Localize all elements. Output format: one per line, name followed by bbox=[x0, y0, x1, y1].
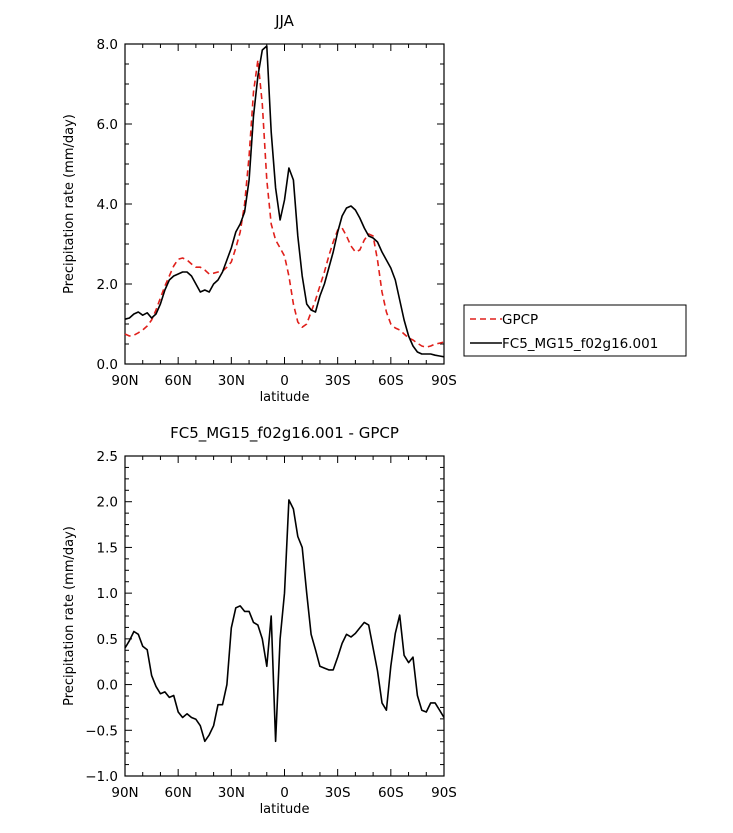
x-tick-label: 90S bbox=[431, 373, 457, 389]
y-tick-label: 2.0 bbox=[97, 277, 118, 293]
x-tick-label: 30S bbox=[325, 785, 351, 801]
y-tick-label: 1.0 bbox=[97, 586, 118, 602]
x-axis-label: latitude bbox=[260, 390, 310, 405]
chart-title: FC5_MG15_f02g16.001 - GPCP bbox=[170, 424, 399, 443]
y-tick-label: −1.0 bbox=[85, 769, 118, 785]
y-tick-label: 4.0 bbox=[97, 197, 118, 213]
x-tick-label: 60N bbox=[165, 785, 192, 801]
legend-entry-label: GPCP bbox=[502, 312, 538, 328]
y-tick-label: 6.0 bbox=[97, 117, 118, 133]
y-tick-label: 2.0 bbox=[97, 495, 118, 511]
legend-entry-label: FC5_MG15_f02g16.001 bbox=[502, 336, 658, 352]
x-tick-label: 30N bbox=[218, 785, 245, 801]
x-tick-label: 90N bbox=[111, 373, 138, 389]
plot-frame bbox=[124, 43, 445, 365]
legend-box bbox=[463, 304, 687, 357]
y-tick-label: 8.0 bbox=[97, 37, 118, 53]
x-tick-label: 90N bbox=[111, 785, 138, 801]
legend: GPCP FC5_MG15_f02g16.001 bbox=[463, 304, 687, 357]
chart-title: JJA bbox=[274, 12, 295, 30]
x-tick-label: 60S bbox=[378, 373, 404, 389]
y-tick-label: 0.0 bbox=[97, 678, 118, 694]
chart-top: JJA 90N 60N 30N 0 30S 60S 90S 0.0 2.0 4.0 6.0 8.0 lat… bbox=[62, 12, 687, 405]
y-tick-label: 0.0 bbox=[97, 357, 118, 373]
y-tick-label: 1.5 bbox=[97, 540, 118, 556]
y-axis-label: Precipitation rate (mm/day) bbox=[62, 114, 77, 294]
chart-bottom: FC5_MG15_f02g16.001 - GPCP 90N 60N 30N 0 30S 6… bbox=[62, 424, 457, 817]
x-tick-label: 60S bbox=[378, 785, 404, 801]
plot-frame bbox=[124, 455, 445, 777]
y-tick-label: 2.5 bbox=[97, 449, 118, 465]
y-tick-label: 0.5 bbox=[97, 632, 118, 648]
x-tick-label: 0 bbox=[280, 785, 289, 801]
series-line-model bbox=[124, 45, 445, 358]
y-tick-label: −0.5 bbox=[85, 723, 118, 739]
series-line-difference bbox=[124, 499, 445, 743]
x-tick-label: 60N bbox=[165, 373, 192, 389]
x-axis-label: latitude bbox=[260, 802, 310, 817]
x-tick-label: 30S bbox=[325, 373, 351, 389]
x-tick-label: 30N bbox=[218, 373, 245, 389]
series-line-gpcp bbox=[124, 59, 445, 349]
x-tick-label: 90S bbox=[431, 785, 457, 801]
x-tick-label: 0 bbox=[280, 373, 289, 389]
y-axis-label: Precipitation rate (mm/day) bbox=[62, 526, 77, 706]
